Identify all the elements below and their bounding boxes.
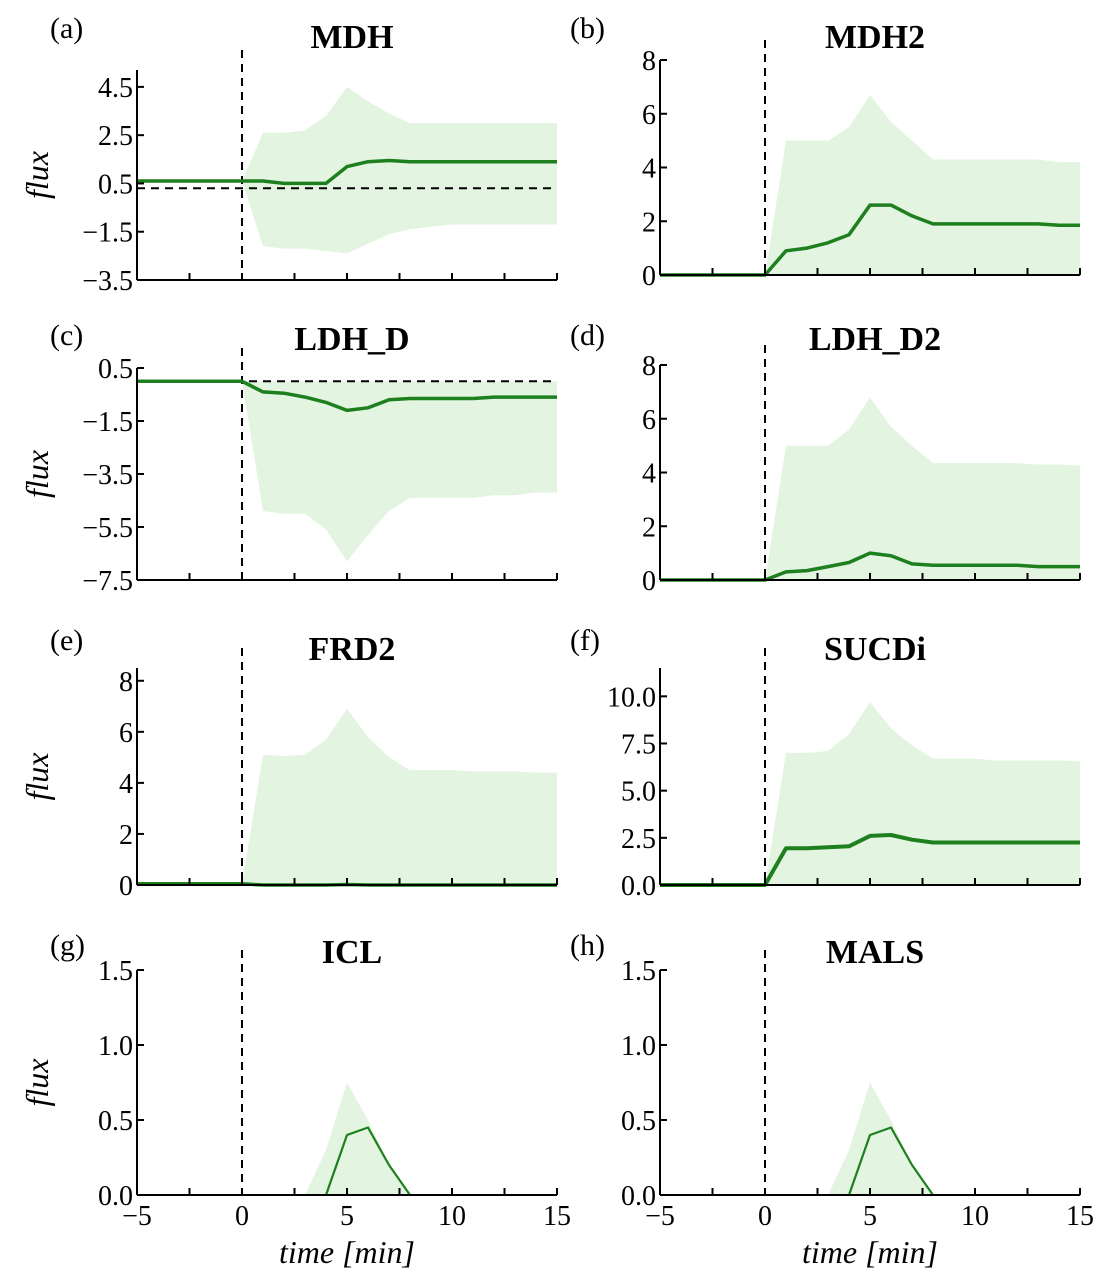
panel-title: FRD2 (309, 631, 396, 668)
y-tick-label: 4.5 (98, 73, 133, 104)
y-tick-label: 6 (642, 100, 656, 131)
y-tick-label: 6 (642, 405, 656, 436)
x-tick-label: 15 (543, 1201, 571, 1232)
flux-line (847, 1126, 934, 1196)
panel-e: 0 2 4 6 8 flux (e) FRD2 (19, 624, 558, 902)
flux-line (660, 203, 1080, 277)
panel-b: 0 2 4 6 8 (b) MDH2 (570, 12, 1081, 292)
panel-title: ICL (322, 934, 382, 971)
y-tick-label: −3.5 (82, 460, 133, 491)
y-tick-label: 10.0 (607, 682, 656, 713)
x-tick-label: 0 (235, 1201, 249, 1232)
panel-letter: (h) (570, 929, 605, 962)
x-axis-title: time [min] (802, 1234, 938, 1270)
y-tick-label: 0 (642, 566, 656, 597)
panel-letter: (d) (570, 319, 605, 352)
panel-g: −5 0 5 10 15 time [min] 0.0 0.5 1.0 1.5 flux (g) ICL (19, 929, 571, 1270)
flux-line (324, 1126, 411, 1196)
x-tick-label: 5 (863, 1201, 877, 1232)
y-tick-label: 1.5 (98, 956, 133, 987)
panel-letter: (f) (570, 624, 600, 657)
y-tick-label: 8 (642, 351, 656, 382)
panel-a: −3.5 −1.5 0.5 2.5 4.5 flux (a) MDH (19, 12, 558, 297)
y-tick-label: 0.5 (98, 1106, 133, 1137)
y-tick-label: −5.5 (82, 513, 133, 544)
y-tick-label: 0.5 (98, 169, 133, 200)
panel-d: 0 2 4 6 8 (d) LDH_D2 (570, 319, 1081, 597)
confidence-band (137, 708, 557, 885)
y-tick-label: 1.0 (621, 1031, 656, 1062)
flux-line (137, 158, 557, 186)
y-tick-label: 0 (642, 261, 656, 292)
confidence-band (305, 1082, 410, 1195)
x-axis-title: time [min] (279, 1234, 415, 1270)
panel-c: −7.5 −5.5 −3.5 −1.5 0.5 flux (c) LDH_D (19, 319, 558, 597)
x-tick-label: 5 (340, 1201, 354, 1232)
panel-letter: (c) (50, 319, 83, 352)
confidence-band (660, 94, 1080, 275)
x-tick-label: 15 (1066, 1201, 1094, 1232)
panel-letter: (g) (50, 929, 85, 962)
x-tick-label: 10 (961, 1201, 989, 1232)
panel-letter: (b) (570, 12, 605, 45)
panel-title: SUCDi (824, 631, 926, 668)
x-tick-label: 0 (758, 1201, 772, 1232)
confidence-band (660, 397, 1080, 580)
y-tick-label: 0.0 (621, 1181, 656, 1212)
x-tick-label: 10 (438, 1201, 466, 1232)
y-axis-title: flux (19, 753, 55, 801)
x-tick-label: −5 (122, 1201, 152, 1232)
y-tick-label: 6 (119, 718, 133, 749)
panel-letter: (a) (50, 12, 83, 45)
panel-title: MDH2 (825, 19, 925, 56)
y-tick-label: 5.0 (621, 777, 656, 808)
y-tick-label: 1.0 (98, 1031, 133, 1062)
y-tick-label: 2 (119, 820, 133, 851)
panel-h: −5 0 5 10 15 time [min] 0.0 0.5 1.0 1.5 (h) MALS (570, 929, 1094, 1270)
confidence-band (660, 701, 1080, 885)
y-tick-label: −1.5 (82, 218, 133, 249)
panel-title: LDH_D (294, 321, 409, 358)
y-tick-label: 8 (642, 46, 656, 77)
y-tick-label: 2 (642, 207, 656, 238)
confidence-band (137, 86, 557, 254)
y-tick-label: 0.0 (621, 871, 656, 902)
panel-letter: (e) (50, 624, 83, 657)
confidence-band (137, 381, 557, 562)
panel-title: MALS (826, 934, 924, 971)
y-tick-label: 0.5 (621, 1106, 656, 1137)
y-tick-label: 2.5 (621, 824, 656, 855)
y-axis-title: flux (19, 1059, 55, 1107)
y-tick-label: −7.5 (82, 566, 133, 597)
y-tick-label: 7.5 (621, 729, 656, 760)
y-axis-title: flux (19, 450, 55, 498)
panel-f: 0.0 2.5 5.0 7.5 10.0(f) SUCDi (570, 624, 1081, 902)
flux-line (660, 551, 1080, 582)
y-tick-label: 8 (119, 667, 133, 698)
y-tick-label: 4 (642, 459, 656, 490)
flux-line (660, 833, 1080, 887)
y-axis-title: flux (19, 151, 55, 199)
y-tick-label: 4 (119, 769, 133, 800)
x-tick-label: −5 (645, 1201, 675, 1232)
flux-line (137, 379, 557, 413)
y-tick-label: −1.5 (82, 407, 133, 438)
y-tick-label: 0.5 (98, 354, 133, 385)
y-tick-label: 0 (119, 871, 133, 902)
y-tick-label: −3.5 (82, 266, 133, 297)
y-tick-label: 2 (642, 512, 656, 543)
confidence-band (828, 1082, 933, 1195)
y-tick-label: 4 (642, 154, 656, 185)
panel-title: LDH_D2 (809, 321, 941, 358)
y-tick-label: 2.5 (98, 121, 133, 152)
y-tick-label: 1.5 (621, 956, 656, 987)
y-tick-label: 0.0 (98, 1181, 133, 1212)
panel-title: MDH (310, 19, 393, 56)
